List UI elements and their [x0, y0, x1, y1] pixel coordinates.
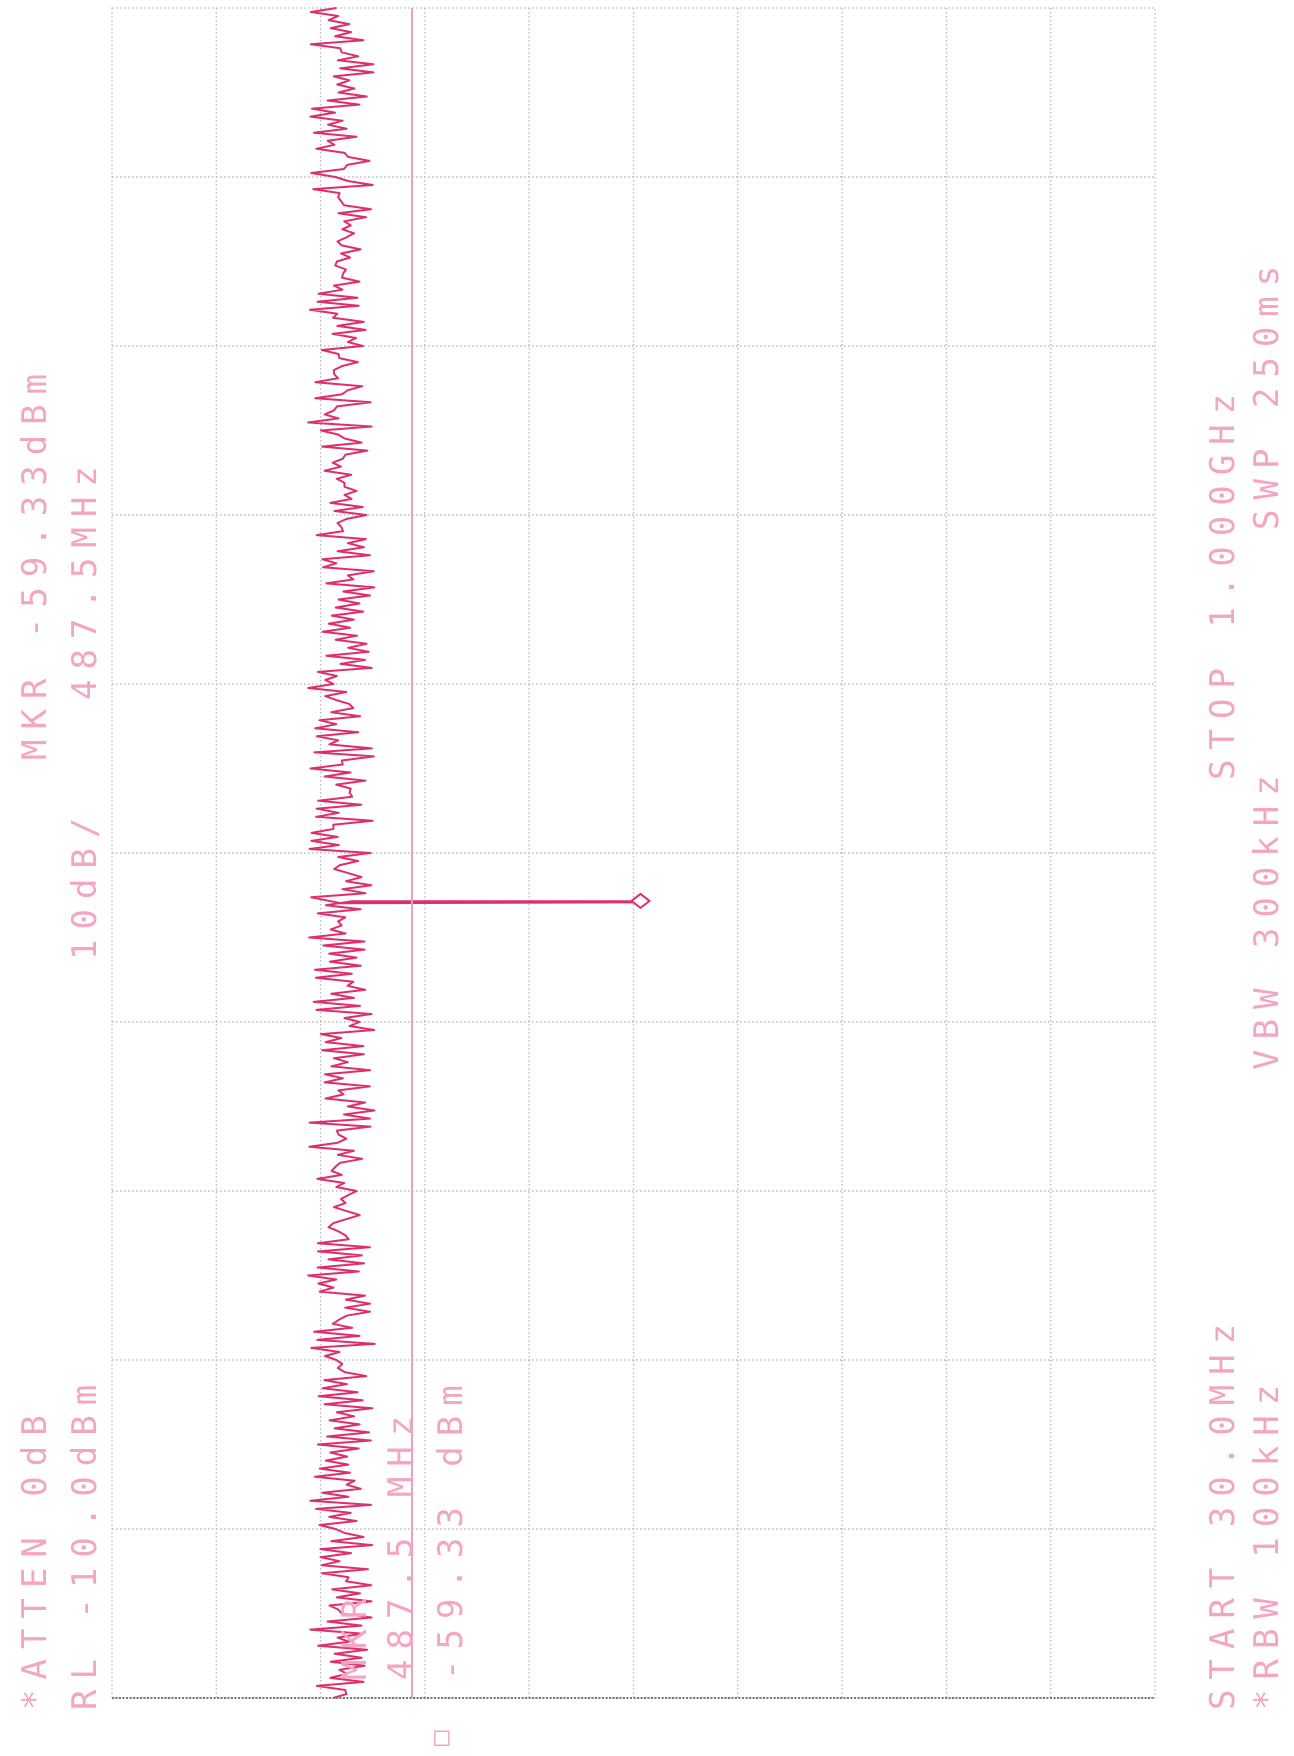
- marker-header-label: MKR -59.33dBm: [15, 364, 55, 760]
- sweep-label: SWP 250ms: [1247, 256, 1287, 530]
- marker-symbol: □: [434, 1722, 450, 1752]
- start-label: START 30.0MHz: [1203, 1314, 1243, 1710]
- grid: [112, 8, 1155, 1698]
- marker-box-label: MKR: [335, 1589, 375, 1680]
- vbw-label: VBW 300kHz: [1247, 765, 1287, 1070]
- rbw-label: *RBW 100kHz: [1247, 1375, 1287, 1710]
- spectrum-trace: [307, 7, 642, 1699]
- marker-header-freq: 487.5MHz: [65, 456, 105, 700]
- scale-label: 10dB/: [65, 808, 105, 960]
- trace-group: [307, 7, 652, 1699]
- atten-label: *ATTEN 0dB: [15, 1405, 55, 1710]
- marker-box-level: -59.33 dBm: [431, 1375, 471, 1680]
- marker-box-freq: 487.5 MHz: [381, 1406, 421, 1680]
- stop-label: STOP 1.000GHz: [1203, 384, 1243, 780]
- peak-marker-point: [629, 892, 652, 910]
- ref-level-label: RL -10.0dBm: [65, 1375, 105, 1710]
